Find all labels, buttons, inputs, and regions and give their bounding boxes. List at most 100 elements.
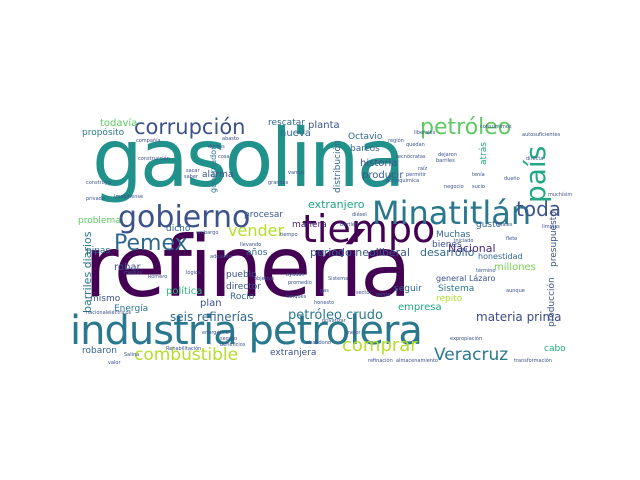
cloud-word: permitir [406, 172, 426, 178]
cloud-word: almacenamiento [396, 358, 438, 364]
cloud-word: dueño [504, 176, 520, 182]
cloud-word: Pemex [114, 231, 188, 256]
cloud-word: política [166, 286, 203, 297]
cloud-word: consumimos [480, 124, 512, 130]
cloud-word: seguir [394, 284, 422, 294]
cloud-word: empresa [398, 302, 442, 313]
cloud-word: lógica [186, 270, 201, 276]
cloud-word: desarrollo [420, 246, 475, 259]
cloud-word: quedan [406, 142, 425, 148]
cloud-word: flete [506, 236, 518, 242]
cloud-word: honesto [314, 300, 335, 306]
cloud-word: mejor [346, 330, 361, 336]
cloud-word: valor [108, 360, 121, 366]
cloud-word: Bartlett [340, 222, 359, 228]
cloud-word: mismo [90, 294, 121, 304]
cloud-word: liberales [414, 130, 436, 136]
cloud-word: ayudan [286, 272, 305, 278]
cloud-word: privatizar [322, 318, 346, 324]
cloud-word: gas [320, 288, 329, 294]
cloud-word: cosa [218, 154, 230, 160]
cloud-word: todavía [100, 118, 138, 129]
word-cloud: refinería gasolina industria petrolera t… [66, 115, 572, 368]
cloud-word: producción [547, 277, 557, 327]
cloud-word: Sistema [438, 284, 475, 294]
cloud-word: sucio [472, 184, 485, 190]
cloud-word: honestidad [478, 252, 523, 261]
cloud-word: gusto [476, 220, 502, 230]
cloud-word: término [476, 268, 496, 274]
cloud-word: millones [494, 262, 536, 273]
cloud-word: petroquímica [386, 178, 420, 184]
cloud-word: sector [356, 290, 372, 296]
cloud-word: años [246, 248, 268, 258]
cloud-word: beneficios [220, 342, 246, 348]
cloud-word: tiempo [302, 207, 436, 251]
cloud-word: limpias [542, 224, 560, 230]
cloud-word: Romero [148, 274, 168, 280]
cloud-word: gobierno [118, 200, 251, 235]
cloud-word: tiempo [280, 232, 298, 238]
cloud-word: director [226, 282, 261, 292]
cloud-word: repito [436, 294, 463, 304]
cloud-word: diésel [352, 212, 367, 218]
cloud-word: aunque [506, 288, 525, 294]
cloud-word: Octavio [348, 132, 383, 142]
cloud-word: iniciado [454, 238, 474, 244]
cloud-word: gasolina [92, 115, 406, 205]
cloud-word: atrás [479, 142, 489, 165]
cloud-word: finales [496, 222, 513, 228]
cloud-word: tenía [472, 172, 485, 178]
cloud-word: plan [200, 298, 222, 309]
cloud-word: robaron [82, 346, 117, 356]
cloud-word: Veracruz [434, 345, 509, 365]
cloud-word: compañía [136, 138, 161, 144]
cloud-word: nacionaleléctricos [86, 310, 132, 316]
cloud-word: producir [362, 170, 404, 181]
cloud-word: construyó [86, 180, 111, 186]
cloud-word: Sistema [328, 276, 349, 282]
cloud-word: abasto [222, 136, 239, 142]
cloud-word: energética [202, 330, 229, 336]
cloud-word: barcos [350, 144, 380, 154]
cloud-word: comprar [342, 335, 418, 356]
cloud-word: objetivo [254, 276, 275, 282]
cloud-word: extranjero [308, 198, 365, 211]
cloud-word: sacar [186, 168, 200, 174]
cloud-word: distribución [333, 140, 343, 193]
cloud-word: general Lázaro [436, 274, 496, 283]
cloud-word: Imaginense [114, 194, 144, 200]
cloud-word: tecnócratas [396, 154, 426, 160]
cloud-word: seis refinerías [170, 310, 254, 324]
cloud-word: tanques [286, 294, 307, 300]
cloud-word: periodo neoliberal [310, 246, 410, 259]
cloud-word: ductos [208, 144, 225, 150]
cloud-word: grandes [268, 180, 289, 186]
cloud-word: seguro [220, 336, 238, 342]
cloud-word: toda [516, 197, 562, 221]
cloud-word: presupuesto [549, 211, 559, 267]
cloud-word: gente [376, 292, 391, 298]
cloud-word: industria petrolera [70, 308, 423, 354]
cloud-word: petróleo crudo [288, 308, 383, 323]
cloud-word: robar [114, 262, 141, 273]
cloud-word: medias [124, 270, 143, 276]
cloud-word: Muchas [436, 230, 471, 240]
cloud-word: vender [228, 221, 285, 240]
cloud-word: negocio [444, 184, 464, 190]
cloud-word: abandono [306, 340, 331, 346]
cloud-word: Rocío [230, 292, 255, 302]
cloud-word: raíz [418, 166, 428, 172]
cloud-word: alarma [202, 170, 234, 180]
cloud-word: directa [526, 156, 544, 162]
cloud-word: pueblo [226, 270, 257, 280]
cloud-word: Minatitlán [372, 194, 532, 232]
cloud-word: Salina [124, 352, 140, 358]
cloud-word: región [388, 138, 404, 144]
cloud-word: dejaron [438, 152, 457, 158]
cloud-word: dicho [166, 224, 191, 234]
cloud-word: historia [360, 158, 398, 169]
cloud-word: Energía [114, 304, 149, 314]
cloud-word: rescatar [268, 118, 305, 128]
cloud-word: materia prima [476, 310, 562, 324]
